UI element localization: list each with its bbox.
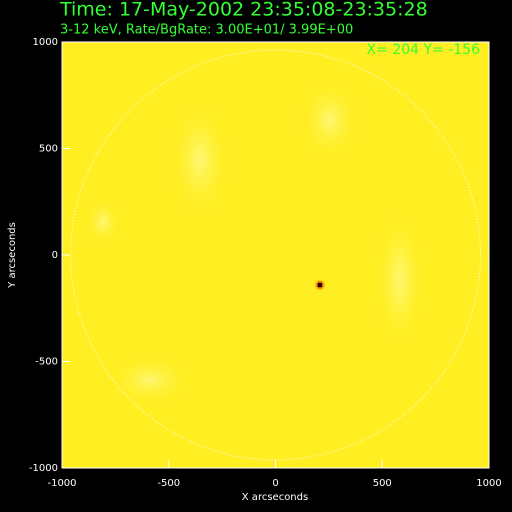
solar-limb	[70, 49, 481, 461]
texture	[375, 210, 425, 350]
y-tick-label: 0	[52, 250, 58, 261]
y-tick-label: -1000	[29, 463, 58, 474]
source	[317, 283, 322, 288]
texture	[110, 355, 190, 405]
y-tick-label: -500	[35, 357, 58, 368]
x-tick-label: 1000	[476, 478, 501, 489]
texture	[300, 80, 360, 160]
x-tick-label: -500	[157, 478, 180, 489]
x-axis-label: X arcseconds	[242, 492, 308, 503]
title: Time: 17-May-2002 23:35:08-23:35:28	[59, 0, 428, 21]
cursor-annotation: X= 204 Y= -156	[367, 42, 481, 58]
x-tick-label: 0	[272, 478, 278, 489]
x-tick-label: -1000	[47, 478, 76, 489]
y-tick-label: 1000	[33, 37, 58, 48]
y-tick-label: 500	[39, 144, 58, 155]
texture	[170, 100, 230, 220]
image-background	[62, 42, 489, 468]
texture	[85, 198, 121, 246]
y-axis-label: Y arcseconds	[7, 222, 18, 289]
subtitle: 3-12 keV, Rate/BgRate: 3.00E+01/ 3.99E+0…	[60, 23, 353, 38]
x-tick-label: 500	[373, 478, 392, 489]
